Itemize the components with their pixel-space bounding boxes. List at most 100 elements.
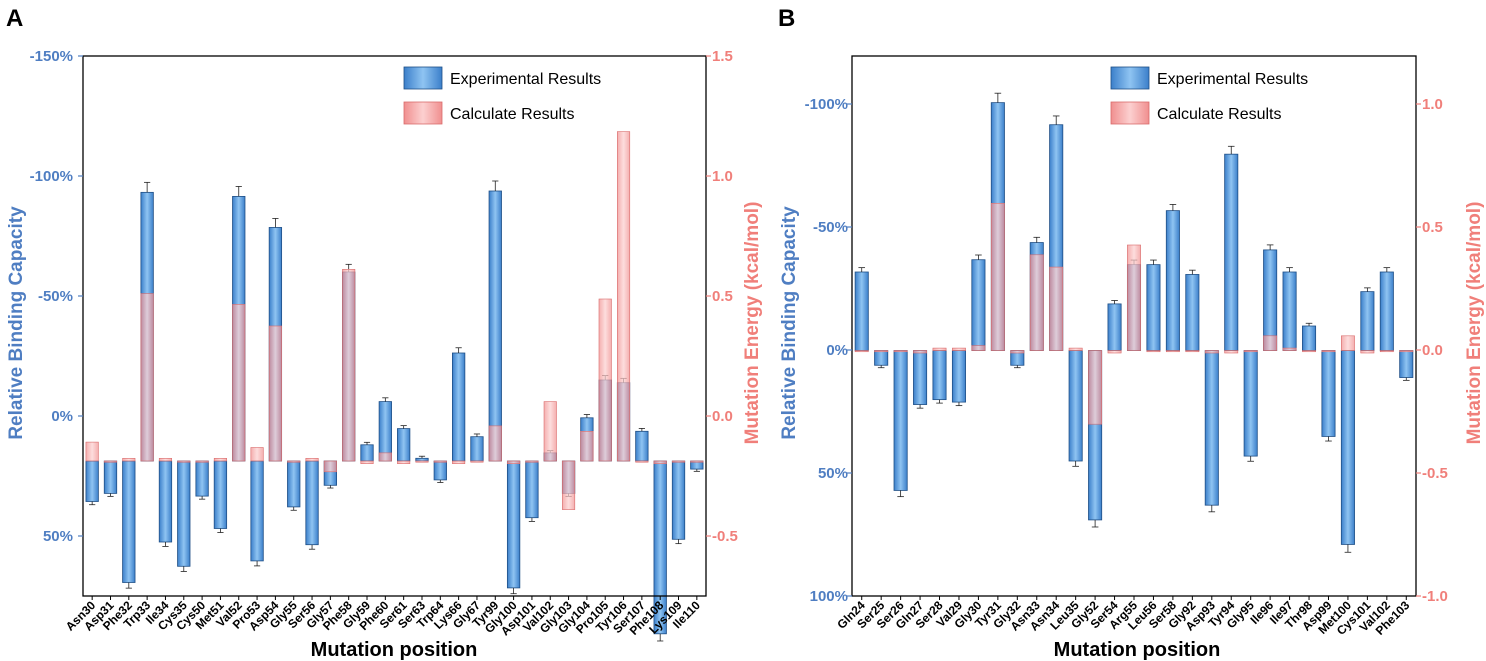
panel-b-calc-bar [1146,350,1161,353]
panel-b-exp-bar [1360,291,1375,351]
panel-a-x-axis-label: Mutation position [311,639,478,661]
panel-a-exp-bar [671,460,686,540]
panel-a-plot-frame [82,55,707,597]
panel-a-left-tick-label: -50% [38,288,73,305]
panel-a-calc-bar [122,457,136,462]
panel-a-exp-bar [360,444,374,462]
panel-b-calc-bar [1204,350,1219,354]
panel-b-calc-bar [854,350,869,353]
panel-b-calc-bar [1127,244,1141,351]
panel-b-calc-bar [1224,350,1239,354]
panel-b-x-axis-label: Mutation position [1054,639,1221,661]
panel-a-exp-bar [158,460,173,543]
panel-a-calc-bar [653,460,667,464]
panel-a-legend-swatch [403,101,443,125]
panel-a-calc-bar [250,447,264,462]
panel-a-calc-bar [507,460,521,464]
panel-a-legend-swatch [403,66,443,90]
panel-a-calc-bar [617,131,631,462]
panel-b-left-tick-label: 50% [818,465,848,482]
panel-b-calc-bar [932,347,947,351]
panel-a-calc-bar [268,325,282,462]
panel-a-calc-bar [488,425,502,462]
panel-b-left-tick-label: -50% [813,219,848,236]
panel-b-calc-bar [893,350,908,353]
panel-a-calc-bar [470,460,484,463]
panel-b-exp-bar [1263,249,1278,351]
panel-a-exp-bar [195,460,209,497]
panel-b-calc-bar [952,347,966,351]
panel-a-right-tick-label: -0.5 [712,528,738,545]
panel-a-calc-bar [598,298,612,462]
panel-b-legend-swatch [1110,101,1150,125]
panel-a-calc-bar [360,460,374,464]
panel-a-calc-bar [85,441,99,462]
panel-b-calc-bar [1107,350,1122,354]
panel-b-plot: Gln24Ser25Ser26Gln27Ser28Val29Gly30Tyr31… [805,55,1448,638]
panel-a-exp-bar [506,460,521,589]
panel-b-calc-bar [1379,350,1394,353]
panel-b-calc-bar [1341,335,1355,351]
panel-a-calc-bar [305,457,319,462]
panel-a-calc-bar [342,268,356,462]
panel-b-legend-swatch [1110,66,1150,90]
panel-a-exp-bar [305,460,319,546]
panel-a-plot: Asn30Asp31Phe32Trp33Ile34Cys35Cys50Met51… [30,48,738,642]
panel-a-exp-bar [397,428,411,462]
panel-b-legend-label: Calculate Results [1157,106,1282,123]
panel-b-exp-bar [1340,350,1355,545]
panel-a-exp-bar [452,352,466,462]
panel-b-exp-bar [1068,350,1083,462]
panel-a-left-tick-label: -100% [30,168,73,185]
panel-b-legend-label: Experimental Results [1157,71,1308,88]
panel-b-right-tick-label: -0.5 [1422,465,1448,482]
panel-b-exp-bar [913,350,928,405]
panel-b-exp-bar [1282,271,1297,351]
panel-a-calc-bar [580,430,594,462]
panel-b-left-tick-label: 0% [826,342,848,359]
panel-a-left-tick-label: -150% [30,48,73,65]
panel-a-exp-bar [213,460,228,529]
panel-a-calc-bar [525,460,539,463]
panel-a-letter: A [6,5,23,32]
panel-a-exp-bar [470,436,484,462]
panel-b-right-tick-label: 0.0 [1422,342,1443,359]
panel-a-exp-bar [378,401,392,462]
panel-a-exp-bar [122,460,136,583]
panel-a-legend-label: Calculate Results [450,106,575,123]
panel-a-exp-bar [525,460,539,519]
panel-a-exp-bar [433,460,447,481]
panel-b-calc-bar [913,350,927,354]
panel-b-calc-bar [1029,254,1044,351]
panel-b-calc-bar [874,350,889,353]
panel-b-calc-bar [971,345,986,351]
panel-a-left-axis-label: Relative Binding Capacity [6,206,27,440]
panel-b-exp-bar [874,350,889,366]
panel-b-calc-bar [1185,350,1200,353]
panel-b-calc-bar [1088,350,1103,425]
panel-a-exp-bar [177,460,191,567]
panel-b-right-tick-label: 0.5 [1422,219,1443,236]
panel-a-calc-bar [433,460,447,463]
panel-a-calc-bar [452,460,466,464]
panel-a-exp-bar [635,430,649,462]
panel-b-exp-bar [1146,264,1161,351]
panel-b-calc-bar [1360,350,1375,354]
panel-b-calc-bar [1321,350,1336,353]
panel-a-calc-bar [671,460,686,463]
panel-a-exp-bar [488,190,502,462]
panel-b-exp-bar [1224,153,1239,351]
panel-a-exp-bar [85,460,99,502]
panel-a-calc-bar [635,460,649,463]
panel-a-calc-bar [287,460,301,463]
panel-a-calc-bar [690,460,704,463]
panel-a-calc-bar [158,457,172,462]
panel-b-exp-bar [1321,350,1336,437]
panel-b-exp-bar [971,259,986,351]
panel-b-exp-bar [1379,271,1394,351]
panel-b-calc-bar [990,202,1005,351]
panel-a-calc-bar [103,460,118,463]
panel-a-right-tick-label: 0.5 [712,288,733,305]
panel-b-left-tick-label: -100% [805,96,848,113]
